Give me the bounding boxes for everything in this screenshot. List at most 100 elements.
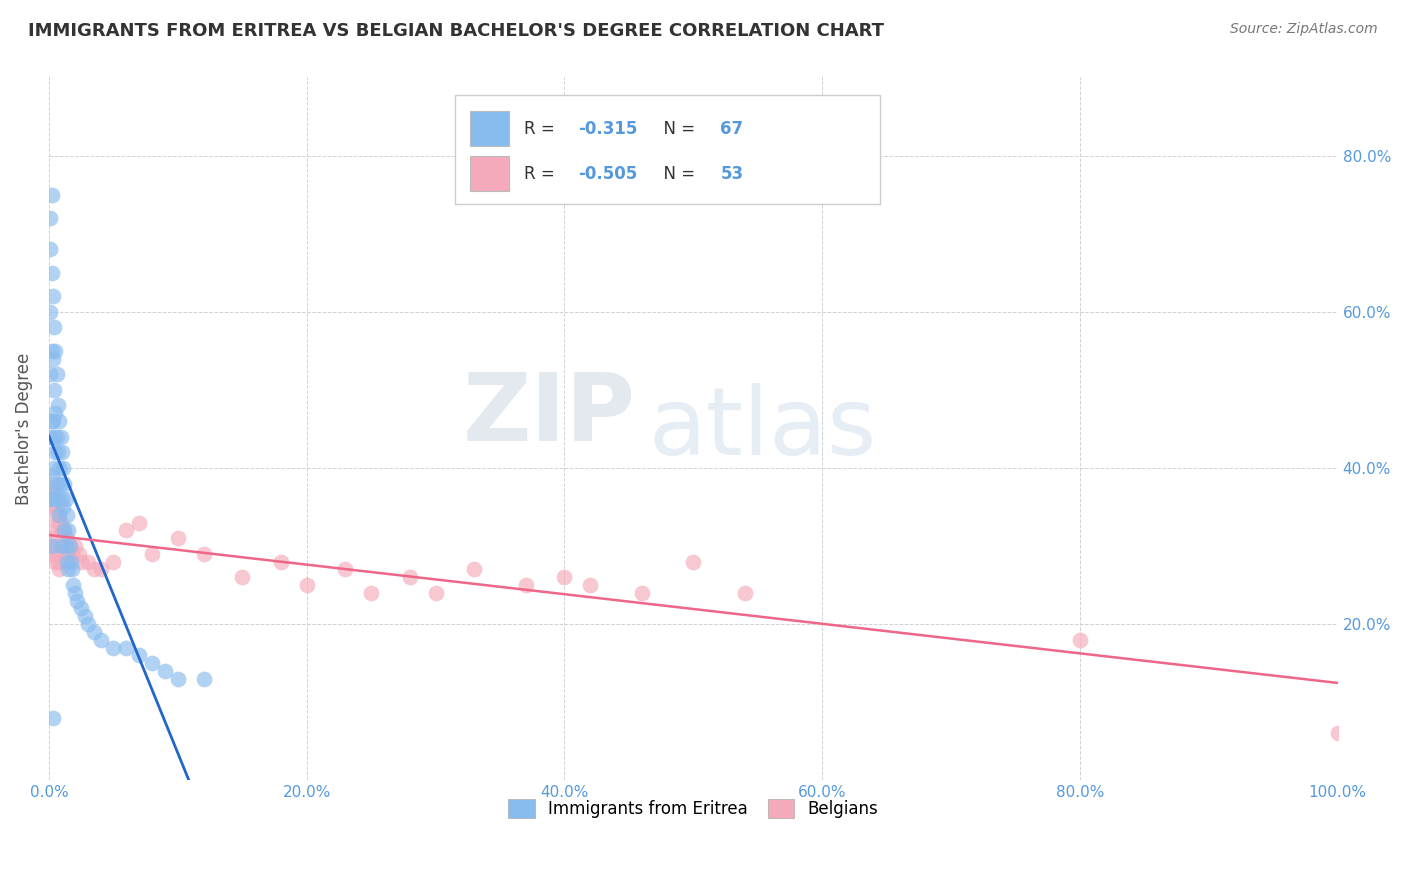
Point	[398, 570, 420, 584]
Point	[60, 562, 83, 576]
Point	[39, 524, 62, 538]
Point	[42, 414, 65, 428]
Point	[73, 609, 96, 624]
FancyBboxPatch shape	[471, 112, 509, 146]
Point	[41, 468, 63, 483]
Point	[42, 320, 65, 334]
Point	[166, 672, 188, 686]
Point	[39, 242, 62, 256]
Text: N =: N =	[654, 120, 700, 137]
Legend: Immigrants from Eritrea, Belgians: Immigrants from Eritrea, Belgians	[502, 792, 886, 825]
Point	[44, 343, 66, 358]
Text: 67: 67	[720, 120, 744, 137]
Y-axis label: Bachelor's Degree: Bachelor's Degree	[15, 352, 32, 505]
Point	[63, 539, 86, 553]
Point	[60, 547, 83, 561]
Point	[42, 289, 65, 303]
Point	[42, 461, 65, 475]
Point	[48, 414, 70, 428]
Point	[128, 648, 150, 663]
Text: -0.505: -0.505	[579, 165, 638, 183]
Point	[115, 640, 138, 655]
Point	[67, 547, 90, 561]
Text: atlas: atlas	[648, 383, 876, 475]
Point	[56, 508, 79, 522]
Point	[41, 343, 63, 358]
Point	[42, 500, 65, 514]
Point	[141, 547, 163, 561]
Point	[128, 516, 150, 530]
Text: 53: 53	[720, 165, 744, 183]
Point	[48, 562, 70, 576]
Point	[141, 656, 163, 670]
Point	[58, 539, 80, 553]
Point	[45, 476, 67, 491]
Point	[70, 601, 93, 615]
Point	[42, 492, 65, 507]
Point	[56, 531, 79, 545]
Point	[53, 476, 76, 491]
Point	[39, 211, 62, 225]
Point	[45, 547, 67, 561]
Point	[42, 383, 65, 397]
Point	[51, 539, 73, 553]
Point	[52, 461, 75, 475]
Point	[42, 351, 65, 366]
Point	[48, 508, 70, 522]
Point	[51, 445, 73, 459]
Point	[45, 500, 67, 514]
Point	[58, 524, 80, 538]
Point	[103, 555, 125, 569]
Point	[115, 524, 138, 538]
FancyBboxPatch shape	[456, 95, 880, 204]
Point	[49, 430, 72, 444]
Point	[41, 484, 63, 499]
Point	[83, 624, 105, 639]
FancyBboxPatch shape	[471, 156, 509, 191]
Point	[630, 586, 652, 600]
Text: R =: R =	[524, 165, 561, 183]
Point	[682, 555, 704, 569]
Point	[83, 562, 105, 576]
Point	[39, 430, 62, 444]
Point	[1069, 632, 1091, 647]
Point	[42, 547, 65, 561]
Point	[42, 430, 65, 444]
Point	[44, 445, 66, 459]
Text: IMMIGRANTS FROM ERITREA VS BELGIAN BACHELOR'S DEGREE CORRELATION CHART: IMMIGRANTS FROM ERITREA VS BELGIAN BACHE…	[28, 22, 884, 40]
Point	[41, 531, 63, 545]
Point	[55, 539, 77, 553]
Point	[51, 524, 73, 538]
Point	[103, 640, 125, 655]
Point	[46, 399, 69, 413]
Point	[39, 492, 62, 507]
Point	[734, 586, 756, 600]
Point	[46, 445, 69, 459]
Point	[41, 539, 63, 553]
Point	[335, 562, 357, 576]
Point	[49, 476, 72, 491]
Point	[515, 578, 537, 592]
Text: ZIP: ZIP	[463, 368, 636, 461]
Point	[39, 304, 62, 318]
Point	[360, 586, 382, 600]
Point	[63, 586, 86, 600]
Point	[49, 516, 72, 530]
Point	[58, 562, 80, 576]
Point	[76, 555, 98, 569]
Point	[89, 562, 111, 576]
Point	[55, 539, 77, 553]
Point	[44, 508, 66, 522]
Point	[55, 492, 77, 507]
Text: -0.315: -0.315	[579, 120, 638, 137]
Text: N =: N =	[654, 165, 700, 183]
Point	[62, 578, 84, 592]
Point	[66, 593, 89, 607]
Point	[46, 516, 69, 530]
Point	[463, 562, 485, 576]
Point	[42, 539, 65, 553]
Point	[44, 492, 66, 507]
Point	[153, 664, 176, 678]
Point	[48, 508, 70, 522]
Point	[39, 476, 62, 491]
